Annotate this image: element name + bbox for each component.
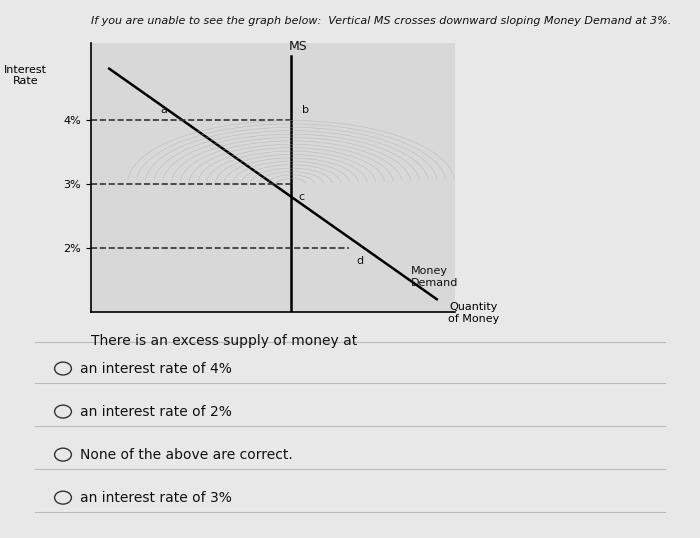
Text: There is an excess supply of money at: There is an excess supply of money at <box>91 334 357 348</box>
Text: d: d <box>357 256 364 266</box>
Text: b: b <box>302 105 309 115</box>
Text: Money
Demand: Money Demand <box>412 266 458 288</box>
Text: c: c <box>298 192 304 202</box>
Text: an interest rate of 3%: an interest rate of 3% <box>80 491 232 505</box>
Text: an interest rate of 2%: an interest rate of 2% <box>80 405 232 419</box>
Y-axis label: Interest
Rate: Interest Rate <box>4 65 47 86</box>
Text: a: a <box>160 105 167 115</box>
Text: Quantity
of Money: Quantity of Money <box>447 302 499 324</box>
Text: None of the above are correct.: None of the above are correct. <box>80 448 293 462</box>
Text: If you are unable to see the graph below:  Vertical MS crosses downward sloping : If you are unable to see the graph below… <box>91 16 671 26</box>
Text: MS: MS <box>289 40 308 53</box>
Text: an interest rate of 4%: an interest rate of 4% <box>80 362 232 376</box>
